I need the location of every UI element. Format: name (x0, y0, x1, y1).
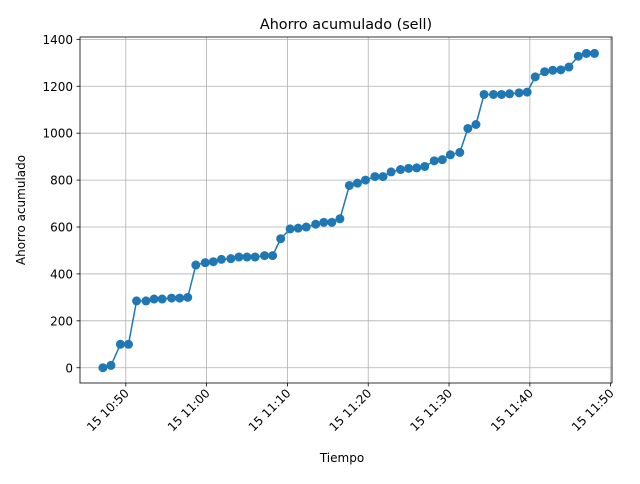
data-point (311, 219, 321, 229)
y-tick-label: 1000 (42, 127, 73, 141)
data-point (260, 251, 270, 261)
data-point (548, 65, 558, 75)
data-point (386, 167, 396, 177)
data-point (123, 339, 133, 349)
y-tick-label: 0 (65, 361, 73, 375)
data-point (301, 222, 311, 232)
data-point (522, 87, 532, 97)
data-point (488, 89, 498, 99)
data-point (437, 155, 447, 165)
series-layer (98, 48, 599, 373)
data-point (514, 88, 524, 98)
y-tick-label: 800 (50, 174, 73, 188)
data-point (226, 254, 236, 264)
data-point (463, 123, 473, 133)
data-point (370, 172, 380, 182)
data-point (412, 163, 422, 173)
data-point (352, 178, 362, 188)
y-axis-label: Ahorro acumulado (14, 155, 28, 265)
chart-title: Ahorro acumulado (sell) (260, 17, 432, 33)
data-point (396, 165, 406, 175)
data-point (157, 294, 167, 304)
data-point (581, 48, 591, 58)
data-point (404, 163, 414, 173)
data-point (175, 293, 185, 303)
data-point (471, 119, 481, 129)
data-point (378, 172, 388, 182)
data-point (216, 254, 226, 264)
data-point (573, 51, 583, 61)
data-point (98, 363, 108, 373)
data-point (250, 252, 260, 262)
data-point (167, 293, 177, 303)
data-point (149, 294, 159, 304)
data-point (319, 217, 329, 227)
plot-frame (79, 36, 613, 384)
data-point (115, 339, 125, 349)
data-point (335, 214, 345, 224)
data-point (191, 260, 201, 270)
data-point (455, 147, 465, 157)
data-point (479, 89, 489, 99)
data-point (285, 224, 295, 234)
data-point (268, 251, 278, 261)
data-point (429, 156, 439, 166)
data-point (327, 217, 337, 227)
data-point (589, 48, 599, 58)
data-point (200, 258, 210, 268)
data-point (556, 65, 566, 75)
data-point (505, 89, 515, 99)
data-point (234, 252, 244, 262)
data-point (420, 161, 430, 171)
data-point (183, 292, 193, 302)
data-point (530, 72, 540, 82)
y-tick-label: 400 (50, 267, 73, 281)
data-point (540, 67, 550, 77)
data-point (497, 89, 507, 99)
y-tick-label: 600 (50, 221, 73, 235)
data-point (293, 223, 303, 233)
data-point (564, 62, 574, 72)
data-point (132, 296, 142, 306)
data-point (106, 360, 116, 370)
data-point (242, 252, 252, 262)
data-point (361, 175, 371, 185)
data-point (445, 150, 455, 160)
data-point (344, 180, 354, 190)
data-point (208, 257, 218, 267)
y-tick-label: 1200 (42, 80, 73, 94)
grid-layer (80, 37, 612, 383)
y-tick-label: 200 (50, 314, 73, 328)
y-tick-label: 1400 (42, 33, 73, 47)
data-point (276, 234, 286, 244)
data-point (141, 296, 151, 306)
x-axis-label: Tiempo (319, 451, 364, 465)
